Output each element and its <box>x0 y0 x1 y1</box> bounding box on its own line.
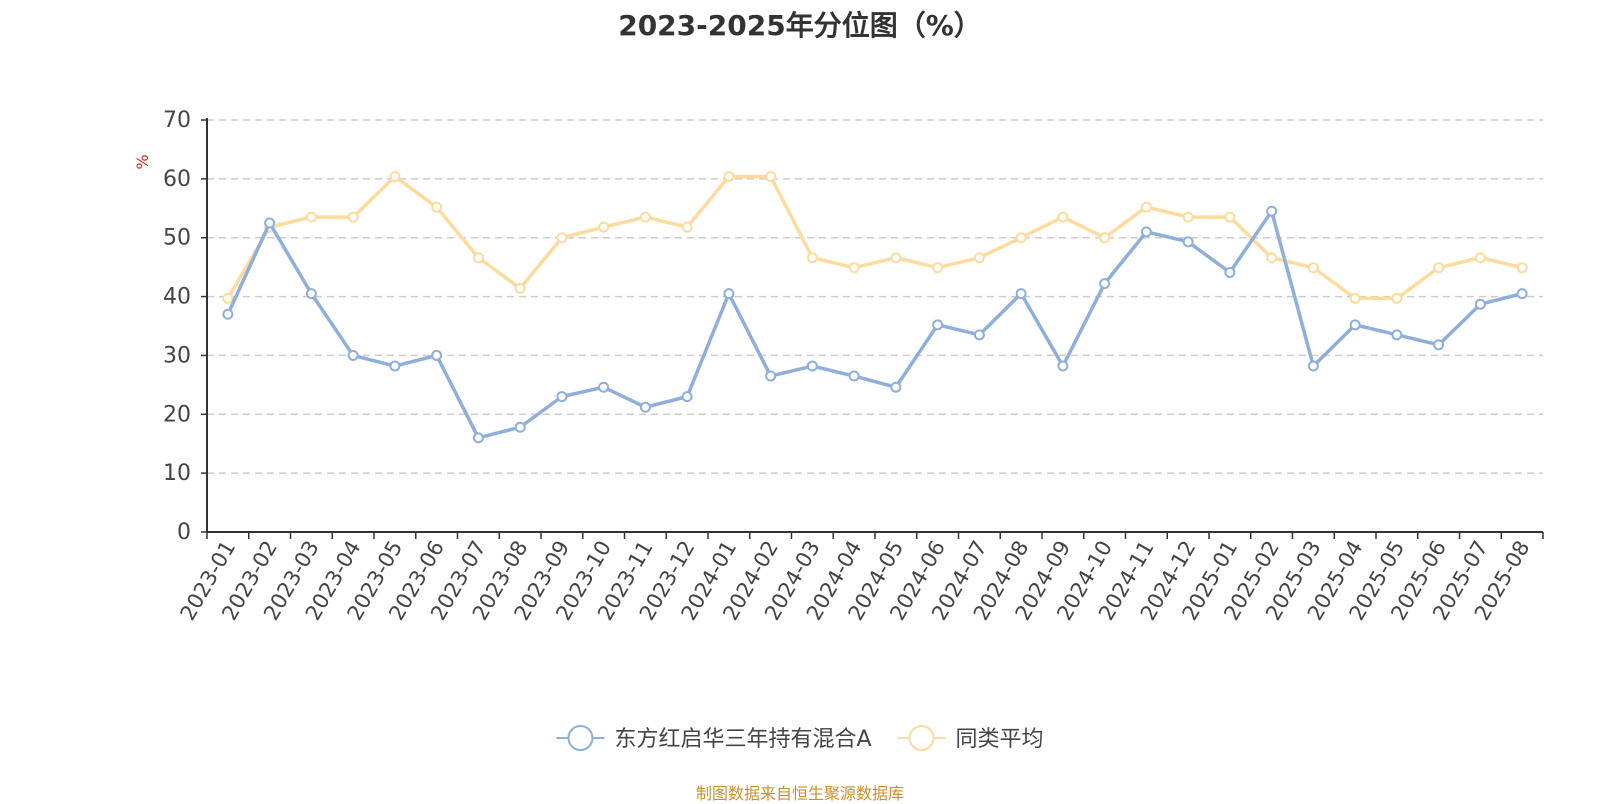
legend-label: 东方红启华三年持有混合A <box>614 727 871 752</box>
data-point[interactable] <box>806 360 818 372</box>
data-point[interactable] <box>1015 288 1027 300</box>
data-point[interactable] <box>848 370 860 382</box>
source-note: 制图数据来自恒生聚源数据库 <box>695 784 904 803</box>
data-point[interactable] <box>347 211 359 223</box>
data-point[interactable] <box>305 211 317 223</box>
chart-title: 2023-2025年分位图（%） <box>618 9 982 42</box>
data-point[interactable] <box>222 308 234 320</box>
data-point[interactable] <box>681 221 693 233</box>
data-point[interactable] <box>1224 211 1236 223</box>
data-point[interactable] <box>472 432 484 444</box>
data-point[interactable] <box>765 171 777 183</box>
data-point[interactable] <box>932 319 944 331</box>
series-line <box>226 174 1524 301</box>
data-point[interactable] <box>1266 252 1278 264</box>
data-point[interactable] <box>556 391 568 403</box>
data-point[interactable] <box>1057 211 1069 223</box>
data-point[interactable] <box>639 211 651 223</box>
y-tick-label: 10 <box>163 461 191 486</box>
data-point[interactable] <box>431 349 443 361</box>
data-point[interactable] <box>1433 339 1445 351</box>
legend-item[interactable]: 同类平均 <box>897 725 1044 752</box>
data-point[interactable] <box>598 381 610 393</box>
series <box>222 171 1528 444</box>
data-point[interactable] <box>1474 252 1486 264</box>
data-point[interactable] <box>514 282 526 294</box>
data-point[interactable] <box>1516 288 1528 300</box>
legend-label: 同类平均 <box>956 727 1044 752</box>
y-tick-label: 0 <box>177 520 191 545</box>
y-tick-label: 20 <box>163 402 191 427</box>
y-tick-label: 30 <box>163 343 191 368</box>
data-point[interactable] <box>639 401 651 413</box>
legend-circle-icon <box>567 725 594 751</box>
series-line <box>226 209 1524 440</box>
data-point[interactable] <box>1391 292 1403 304</box>
data-point[interactable] <box>1349 319 1361 331</box>
y-tick-label: 70 <box>163 108 191 133</box>
data-point[interactable] <box>1474 298 1486 310</box>
data-point[interactable] <box>556 232 568 244</box>
gridlines <box>207 119 1543 474</box>
y-tick-label: 50 <box>163 226 191 251</box>
data-point[interactable] <box>723 288 735 300</box>
data-point[interactable] <box>765 370 777 382</box>
data-point[interactable] <box>1140 226 1152 238</box>
y-tick-label: 40 <box>163 285 191 310</box>
data-point[interactable] <box>514 421 526 433</box>
data-point[interactable] <box>1516 262 1528 274</box>
data-point[interactable] <box>431 201 443 213</box>
legend: 东方红启华三年持有混合A 同类平均 <box>556 725 1044 752</box>
data-point[interactable] <box>305 288 317 300</box>
data-point[interactable] <box>1391 329 1403 341</box>
data-point[interactable] <box>1266 205 1278 217</box>
data-point[interactable] <box>389 171 401 183</box>
data-point[interactable] <box>1182 236 1194 248</box>
data-point[interactable] <box>723 171 735 183</box>
data-point[interactable] <box>389 360 401 372</box>
legend-circle-icon <box>908 725 935 751</box>
data-point[interactable] <box>347 349 359 361</box>
data-point[interactable] <box>1433 262 1445 274</box>
data-point[interactable] <box>890 252 902 264</box>
data-point[interactable] <box>1099 278 1111 290</box>
data-point[interactable] <box>598 221 610 233</box>
data-point[interactable] <box>1015 232 1027 244</box>
data-point[interactable] <box>1182 211 1194 223</box>
y-axis-unit-label: % <box>133 154 152 169</box>
data-point[interactable] <box>973 252 985 264</box>
data-point[interactable] <box>1099 232 1111 244</box>
data-point[interactable] <box>264 217 276 229</box>
data-point[interactable] <box>222 292 234 304</box>
data-point[interactable] <box>848 262 860 274</box>
axes: 0102030405060702023-012023-022023-032023… <box>163 108 1544 624</box>
data-point[interactable] <box>1057 360 1069 372</box>
data-point[interactable] <box>932 262 944 274</box>
data-point[interactable] <box>1140 201 1152 213</box>
data-point[interactable] <box>806 252 818 264</box>
data-point[interactable] <box>1307 262 1319 274</box>
y-tick-label: 60 <box>163 167 191 192</box>
data-point[interactable] <box>681 391 693 403</box>
data-point[interactable] <box>890 381 902 393</box>
legend-item[interactable]: 东方红启华三年持有混合A <box>556 725 872 752</box>
data-point[interactable] <box>1224 266 1236 278</box>
data-point[interactable] <box>1307 360 1319 372</box>
data-point[interactable] <box>1349 292 1361 304</box>
data-point[interactable] <box>472 252 484 264</box>
data-point[interactable] <box>973 329 985 341</box>
